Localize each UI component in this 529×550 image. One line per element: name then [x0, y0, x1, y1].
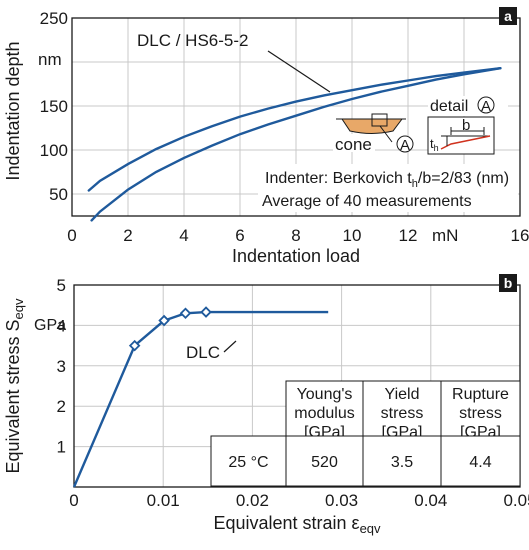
table-header-text: Rupture — [452, 386, 509, 403]
panel-a-y-tick-label: 50 — [49, 185, 68, 204]
panel-b-x-axis-title: Equivalent strain εeqv — [213, 513, 381, 536]
table-header-cell — [362, 380, 442, 437]
indenter-note-main: Indenter: Berkovich t — [265, 170, 412, 187]
table-header-cell — [285, 380, 364, 437]
indenter-note: Indenter: Berkovich th/b=2/83 (nm) — [265, 170, 509, 190]
series-label-dlc: DLC — [186, 343, 220, 362]
panel-a: a 50 100 150 250 nm 0 2 4 6 8 10 12 16 mN Indentat… — [3, 7, 529, 266]
panel-b-y-tick-label: 3 — [57, 357, 66, 376]
table-header-text: stress — [459, 405, 502, 422]
panel-b-y-unit: GPa — [34, 317, 66, 334]
detail-th-sub: h — [434, 143, 439, 153]
average-note: Average of 40 measurements — [262, 193, 472, 210]
panel-b-y-axis-title: Equivalent stress Seqv — [3, 298, 26, 474]
panel-b-x-tick-label: 0.01 — [147, 491, 180, 510]
panel-a-label-box — [499, 7, 517, 25]
indenter-note-rest: /b=2/83 (nm) — [418, 170, 509, 187]
panel-a-y-tick-label: 150 — [40, 97, 68, 116]
marker-a-circle-detail — [477, 96, 495, 114]
panel-a-y-axis-title: Indentation depth — [3, 41, 23, 180]
panel-b-y-tick-labels: 1 2 3 4 5 — [57, 276, 66, 457]
panel-a-x-tick-label: 4 — [179, 226, 188, 245]
panel-b-x-axis-title-sub: eqv — [360, 521, 381, 536]
panel-b-series — [72, 306, 329, 488]
marker-a-circle-cone — [396, 135, 414, 153]
panel-b: b 1 2 3 4 5 GPa 0 0.01 0.02 0.03 0.04 0.05 Equiva… — [3, 274, 529, 536]
panel-b-point — [200, 306, 212, 318]
cone-label-bg — [333, 134, 375, 152]
table-header-cell — [440, 380, 521, 437]
panel-a-x-tick-label: 8 — [291, 226, 300, 245]
panel-a-x-tick-label: 6 — [235, 226, 244, 245]
panel-b-x-tick-label: 0 — [69, 491, 78, 510]
table-value-cell — [362, 435, 442, 487]
marker-a-detail: A — [481, 98, 491, 115]
panel-a-x-tick-labels: 0 2 4 6 8 10 12 16 — [67, 226, 529, 245]
panel-a-curve-loading — [87, 67, 502, 192]
series-label-dlc-leader — [223, 340, 237, 353]
panel-b-point — [158, 314, 170, 327]
panel-a-x-unit: mN — [432, 226, 458, 245]
detail-th-letter: t — [430, 136, 434, 151]
marker-a-cone: A — [400, 137, 410, 154]
panel-b-y-tick-label: 2 — [57, 397, 66, 416]
panel-a-frame — [71, 17, 521, 217]
table-row-label: 25 °C — [228, 454, 268, 471]
panel-a-y-tick-labels: 50 100 150 250 — [40, 9, 68, 204]
panel-b-x-tick-labels: 0 0.01 0.02 0.03 0.04 0.05 — [69, 491, 529, 510]
detail-label: detail — [430, 98, 468, 115]
series-label-dlc-hs: DLC / HS6-5-2 — [137, 31, 248, 50]
table-value: 4.4 — [469, 454, 491, 471]
panel-a-curve-unloading — [90, 67, 502, 222]
panel-b-x-tick-label: 0.04 — [414, 491, 447, 510]
series-label-leader — [267, 50, 331, 93]
panel-b-label: b — [504, 275, 513, 291]
panel-b-x-tick-label: 0.03 — [325, 491, 358, 510]
panel-b-curve-dlc — [72, 310, 329, 488]
table-header-text: modulus — [294, 405, 354, 422]
table-value: 520 — [311, 454, 338, 471]
panel-a-x-tick-label: 12 — [399, 226, 418, 245]
panel-b-y-tick-label: 4 — [57, 316, 66, 335]
table-value: 3.5 — [391, 454, 413, 471]
panel-b-y-axis-title-sub: eqv — [11, 298, 26, 319]
panel-a-x-tick-label: 10 — [343, 226, 362, 245]
panel-b-x-tick-label: 0.02 — [236, 491, 269, 510]
cone-leader — [379, 125, 393, 143]
indenter-note-bg — [258, 164, 518, 212]
indenter-note-sub: h — [412, 178, 418, 190]
cone-sketch: cone A — [333, 113, 414, 154]
panel-b-point — [128, 339, 141, 352]
panel-a-y-unit: nm — [38, 50, 62, 69]
panel-b-x-tick-label: 0.05 — [503, 491, 529, 510]
detail-profile — [440, 135, 491, 150]
table-value-cell — [440, 435, 521, 487]
panel-a-y-tick-label: 100 — [40, 141, 68, 160]
panel-a-x-tick-label: 2 — [123, 226, 132, 245]
panel-a-y-tick-label: 250 — [40, 9, 68, 28]
panel-a-series — [87, 67, 502, 222]
panel-a-x-axis-title: Indentation load — [232, 246, 360, 266]
panel-b-y-axis-title-main: Equivalent stress S — [3, 319, 23, 473]
detail-inset: detail A b th — [427, 96, 508, 155]
panel-a-x-tick-label: 0 — [67, 226, 76, 245]
panel-b-point — [179, 307, 192, 320]
table-value-cell — [285, 435, 364, 487]
table-header-text: Young's — [297, 386, 353, 403]
cone-detail-box — [371, 113, 388, 127]
cone-label: cone — [335, 135, 372, 154]
panel-a-label: a — [504, 8, 512, 24]
table-header-text: stress — [381, 405, 424, 422]
properties-table: Young'smodulus[GPa]Yieldstress[GPa]Ruptu… — [210, 380, 521, 487]
panel-b-label-box — [499, 274, 517, 292]
panel-b-y-tick-label: 1 — [57, 438, 66, 457]
table-header-text: Yield — [385, 386, 420, 403]
panel-a-x-tick-label: 16 — [511, 226, 529, 245]
panel-b-y-tick-label: 5 — [57, 276, 66, 295]
panel-b-x-axis-title-main: Equivalent strain ε — [213, 513, 359, 533]
detail-b-label: b — [462, 117, 470, 134]
detail-th-label: th — [430, 136, 439, 153]
